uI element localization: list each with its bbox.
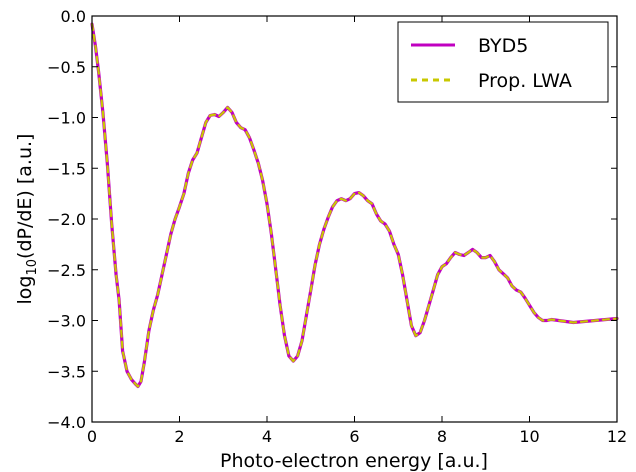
y-tick-label: −2.0: [47, 210, 86, 229]
legend: BYD5 Prop. LWA: [397, 21, 609, 103]
y-axis-label-prefix: log: [14, 276, 36, 305]
y-tick-label: −4.0: [47, 413, 86, 432]
x-tick-label: 8: [437, 427, 447, 446]
series-line-prop-lwa: [90, 23, 619, 388]
y-tick-label: −1.5: [47, 159, 86, 178]
legend-entry-prop-lwa: Prop. LWA: [478, 70, 572, 92]
legend-entry-byd5: BYD5: [478, 35, 528, 57]
x-tick-label: 2: [174, 427, 184, 446]
x-tick-label: 4: [262, 427, 272, 446]
y-axis-label-subscript: 10: [25, 259, 40, 276]
y-tick-label: −3.0: [47, 312, 86, 331]
y-axis-label: log10(dP/dE) [a.u.]: [14, 134, 40, 305]
y-tick-label: −2.5: [47, 261, 86, 280]
legend-box: [397, 21, 609, 103]
tick-labels-layer: 0 2 4 6 8 10 12 0.0 −0.5 −1.0 −1.5 −2.0 −2.5 −3.0 −3.5…: [47, 7, 627, 446]
y-tick-label: 0.0: [61, 7, 86, 26]
x-tick-label: 6: [349, 427, 359, 446]
x-tick-label: 0: [87, 427, 97, 446]
y-tick-label: −1.0: [47, 109, 86, 128]
y-tick-label: −0.5: [47, 58, 86, 77]
series-layer: [90, 22, 619, 389]
x-tick-label: 12: [607, 427, 627, 446]
x-tick-label: 10: [519, 427, 539, 446]
y-axis-label-suffix: (dP/dE) [a.u.]: [14, 134, 36, 259]
x-axis-label: Photo-electron energy [a.u.]: [220, 450, 488, 472]
ticks-layer: [91, 15, 618, 423]
y-tick-label: −3.5: [47, 362, 86, 381]
